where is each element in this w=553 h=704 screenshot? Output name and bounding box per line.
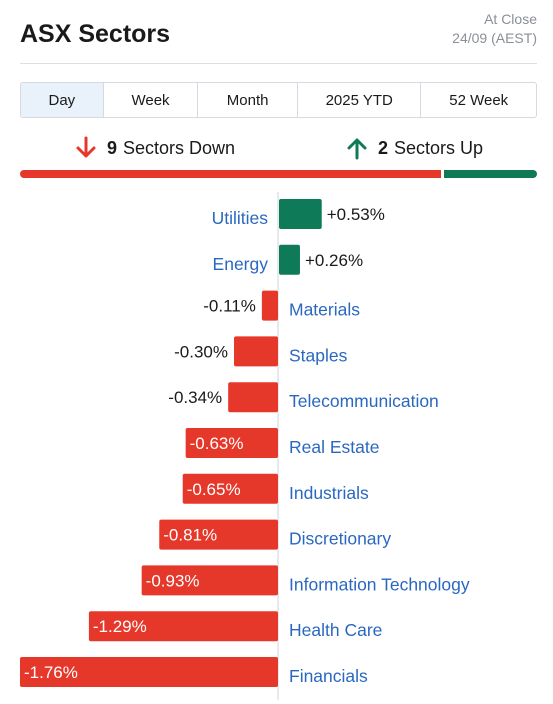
sectors-down-label: Sectors Down [123,137,236,158]
header-divider [20,63,537,64]
ratio-up-segment [443,170,537,178]
period-tabs: Day Week Month 2025 YTD 52 Week [20,82,537,118]
arrow-up-icon [347,138,367,160]
tab-2025-ytd[interactable]: 2025 YTD [298,83,422,117]
category-label-staples[interactable]: Staples [289,345,348,365]
category-label-energy[interactable]: Energy [213,254,269,274]
bar-staples [234,336,278,367]
category-label-discretionary[interactable]: Discretionary [289,529,391,549]
sectors-up-summary: 2 Sectors Up [346,136,483,160]
value-label-materials: -0.11% [203,297,256,316]
value-label-discretionary: -0.81% [163,526,217,545]
sectors-up-label: Sectors Up [394,137,484,158]
bar-telecommunication [228,382,278,413]
tab-day[interactable]: Day [21,83,104,117]
bar-utilities [279,199,322,229]
status-label: At Close [484,11,537,27]
bar-financials [20,657,278,687]
bar-health-care [88,611,278,642]
category-label-utilities[interactable]: Utilities [212,208,269,228]
category-label-industrials[interactable]: Industrials [289,483,369,503]
category-label-financials[interactable]: Financials [289,666,368,686]
bar-energy [279,244,300,275]
market-status: At Close 24/09 (AEST) [452,10,537,48]
category-label-health-care[interactable]: Health Care [289,620,382,640]
ratio-down-segment [20,170,441,178]
sectors-down-count: 9 [107,137,118,158]
category-label-information-technology[interactable]: Information Technology [289,574,470,594]
sectors-down-summary: 9 Sectors Down [75,136,235,160]
category-label-telecommunication[interactable]: Telecommunication [289,391,439,411]
up-down-ratio-bar [20,170,537,178]
tab-month[interactable]: Month [198,83,298,117]
bar-real-estate [185,428,278,458]
value-label-energy: +0.26% [305,251,363,270]
value-label-staples: -0.30% [174,342,228,361]
value-label-industrials: -0.65% [187,480,241,499]
sectors-up-count: 2 [378,137,389,158]
value-label-information-technology: -0.93% [146,571,200,590]
value-label-real-estate: -0.63% [190,434,244,453]
tab-week[interactable]: Week [104,83,199,117]
value-label-financials: -1.76% [24,663,78,682]
bar-information-technology [141,565,278,596]
category-label-real-estate[interactable]: Real Estate [289,437,379,457]
bar-materials [261,290,278,321]
category-label-materials[interactable]: Materials [289,300,360,320]
page-title: ASX Sectors [20,20,171,48]
bar-industrials [182,473,278,504]
tab-52-week[interactable]: 52 Week [449,91,509,109]
sector-performance-chart: +0.53% Utilities +0.26% Energy -0.11% Materia… [20,192,470,700]
value-label-health-care: -1.29% [93,617,147,636]
status-date: 24/09 (AEST) [452,30,537,46]
value-label-utilities: +0.53% [327,205,385,224]
value-label-telecommunication: -0.34% [168,388,222,407]
bar-discretionary [159,519,278,550]
arrow-down-icon [76,136,96,158]
